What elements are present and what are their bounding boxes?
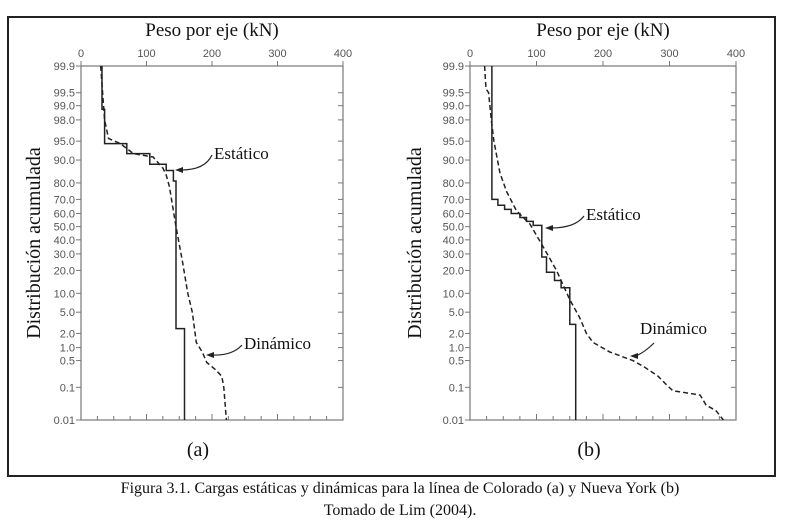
annotation-dinamico: Dinámico xyxy=(244,334,311,353)
chart-panel-b: 0 100 200 300 400 99.9 99.599.0 98.0 95.0 90.0 80.… xyxy=(404,20,745,461)
y-tick-label: 30.0 xyxy=(443,249,464,261)
y-tick-label: 10.0 xyxy=(54,288,75,300)
x-axis-title: Peso por eje (kN) xyxy=(536,20,670,41)
y-tick-label: 50.0 xyxy=(54,222,75,234)
y-tick-label: 1.0 xyxy=(60,343,75,355)
y-tick-label: 10.0 xyxy=(443,288,464,300)
caption-line-2: Tomado de Lim (2004). xyxy=(323,502,477,519)
arrowhead-icon xyxy=(206,352,214,358)
y-tick-label: 80.0 xyxy=(443,178,464,190)
y-tick-label: 20.0 xyxy=(54,265,75,277)
y-tick-label: 0.01 xyxy=(54,415,75,427)
y-tick-label: 5.0 xyxy=(449,307,464,319)
y-tick-label: 99.5 xyxy=(54,88,75,100)
x-tick-label: 300 xyxy=(660,48,678,60)
x-tick-label: 0 xyxy=(78,48,84,60)
figure-frame xyxy=(7,16,776,477)
y-tick-label: 0.5 xyxy=(60,356,75,368)
y-tick-label: 40.0 xyxy=(443,235,464,247)
y-tick-label: 99.0 xyxy=(443,101,464,113)
y-tick-label: 5.0 xyxy=(60,307,75,319)
y-tick-label: 50.0 xyxy=(443,222,464,234)
x-tick-label: 200 xyxy=(203,48,221,60)
caption-line-1: Figura 3.1. Cargas estáticas y dinámicas… xyxy=(120,480,680,497)
x-tick-label: 400 xyxy=(727,48,745,60)
x-tick-label: 200 xyxy=(594,48,612,60)
y-axis-title: Distribución acumulada xyxy=(23,147,45,339)
y-tick-label: 0.01 xyxy=(443,415,464,427)
y-tick-label: 70.0 xyxy=(54,194,75,206)
y-tick-label: 98.0 xyxy=(54,115,75,127)
arrowhead-icon xyxy=(175,167,183,173)
arrowhead-icon xyxy=(630,353,638,359)
y-axis-title: Distribución acumulada xyxy=(404,147,426,339)
y-tick-label: 95.0 xyxy=(443,136,464,148)
x-axis-title: Peso por eje (kN) xyxy=(145,20,279,41)
x-tick-label: 400 xyxy=(334,48,352,60)
annotation-arrow xyxy=(180,154,213,171)
series-line-estatico xyxy=(101,66,186,420)
annotation-estatico: Estático xyxy=(586,205,641,224)
y-tick-label: 40.0 xyxy=(54,235,75,247)
chart-panel-a: 0 100 200 300 400 99.9 99.599.0 98.0 95.0 90.0 80.… xyxy=(23,20,352,461)
y-tick-label: 95.0 xyxy=(54,136,75,148)
y-tick-label: 80.0 xyxy=(54,178,75,190)
y-tick-label: 98.0 xyxy=(443,115,464,127)
series-line-dinamico xyxy=(99,65,228,421)
y-tick-label: 2.0 xyxy=(60,328,75,340)
arrowhead-icon xyxy=(545,225,553,231)
y-tick-label: 1.0 xyxy=(449,343,464,355)
panel-label: (b) xyxy=(577,439,600,461)
annotation-arrow xyxy=(635,342,655,357)
x-tick-label: 100 xyxy=(137,48,155,60)
y-tick-label: 99.9 xyxy=(54,61,75,73)
y-tick-label: 2.0 xyxy=(449,328,464,340)
panel-label: (a) xyxy=(187,439,209,461)
y-tick-label: 60.0 xyxy=(443,208,464,220)
y-tick-label: 99.9 xyxy=(443,61,464,73)
y-tick-label: 90.0 xyxy=(54,155,75,167)
y-tick-label: 70.0 xyxy=(443,194,464,206)
annotation-dinamico: Dinámico xyxy=(640,319,707,338)
y-tick-label: 90.0 xyxy=(443,155,464,167)
y-tick-label: 0.1 xyxy=(60,382,75,394)
y-tick-label: 99.0 xyxy=(54,101,75,113)
series-line-dinamico xyxy=(483,65,724,421)
y-tick-label: 60.0 xyxy=(54,208,75,220)
plot-area-frame xyxy=(469,65,737,421)
series-line-estatico xyxy=(491,66,577,420)
y-tick-label: 30.0 xyxy=(54,249,75,261)
y-tick-label: 99.5 xyxy=(443,88,464,100)
annotation-arrow xyxy=(211,344,243,356)
annotation-estatico: Estático xyxy=(214,144,269,163)
y-tick-label: 0.1 xyxy=(449,382,464,394)
x-tick-label: 300 xyxy=(268,48,286,60)
y-tick-label: 0.5 xyxy=(449,356,464,368)
x-tick-label: 0 xyxy=(467,48,473,60)
annotation-arrow xyxy=(550,215,585,229)
x-tick-label: 100 xyxy=(527,48,545,60)
y-tick-label: 20.0 xyxy=(443,265,464,277)
